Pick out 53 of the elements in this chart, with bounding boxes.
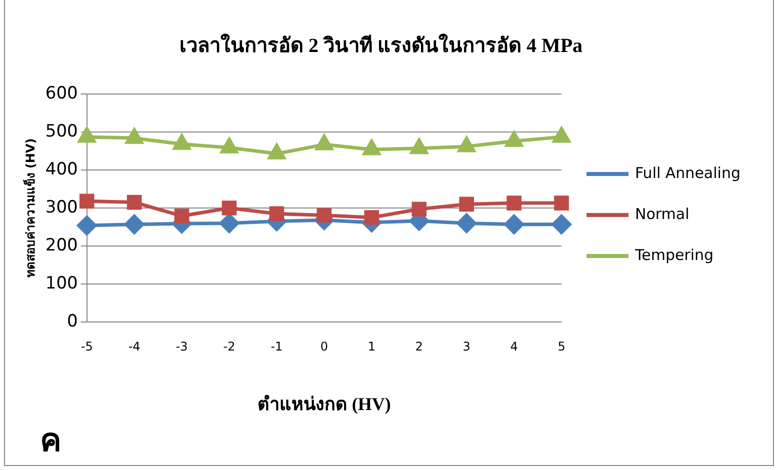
x-tick-label: 3 bbox=[462, 339, 470, 354]
point bbox=[504, 214, 524, 234]
point bbox=[456, 213, 476, 233]
y-axis-title: ทดสอบค่าความแข็ง (HV) bbox=[22, 138, 38, 278]
x-axis-title: ตำแหน่งกด (HV) bbox=[257, 394, 391, 414]
point bbox=[554, 196, 569, 210]
point bbox=[552, 127, 570, 143]
point bbox=[552, 214, 572, 234]
point bbox=[315, 134, 333, 150]
x-tick-label: 5 bbox=[558, 339, 566, 354]
x-tick-label: -3 bbox=[176, 339, 188, 354]
point bbox=[79, 194, 94, 209]
point bbox=[126, 128, 143, 144]
point bbox=[77, 216, 97, 236]
point bbox=[316, 208, 332, 223]
x-tick-label: 1 bbox=[368, 339, 376, 354]
y-tick-label: 400 bbox=[45, 159, 78, 180]
x-tick-label: -5 bbox=[80, 339, 93, 354]
x-tick-label: 2 bbox=[415, 339, 423, 354]
y-tick-label: 300 bbox=[45, 197, 78, 218]
legend-label: Normal bbox=[635, 204, 690, 223]
point bbox=[364, 210, 380, 225]
point bbox=[362, 140, 380, 156]
y-tick-label: 0 bbox=[67, 311, 78, 332]
point bbox=[126, 194, 142, 210]
point bbox=[219, 213, 239, 233]
y-tick-label: 600 bbox=[45, 83, 78, 104]
x-tick-label: -4 bbox=[128, 339, 140, 354]
y-tick-label: 200 bbox=[45, 235, 78, 256]
point bbox=[222, 200, 237, 216]
point bbox=[506, 196, 522, 210]
point bbox=[505, 131, 523, 147]
point bbox=[458, 136, 476, 152]
point bbox=[412, 202, 427, 217]
point bbox=[459, 196, 474, 212]
point bbox=[268, 144, 286, 160]
text: ค bbox=[40, 420, 61, 461]
y-tick-label: 100 bbox=[45, 273, 78, 294]
point bbox=[220, 138, 238, 154]
y-tick-label: 500 bbox=[45, 121, 78, 142]
point bbox=[173, 134, 190, 150]
chart-title: เวลาในการอัด 2 วินาที แรงดันในการอัด 4 MPa bbox=[179, 33, 583, 58]
legend-label: Full Annealing bbox=[635, 164, 740, 182]
point bbox=[78, 127, 96, 143]
point bbox=[269, 206, 284, 222]
legend-label: Tempering bbox=[634, 246, 714, 264]
x-tick-label: 4 bbox=[510, 339, 518, 354]
point bbox=[174, 208, 190, 224]
x-tick-label: -2 bbox=[223, 339, 236, 354]
x-tick-label: -1 bbox=[270, 339, 283, 354]
x-tick-label: 0 bbox=[320, 339, 328, 354]
point bbox=[410, 138, 428, 154]
point bbox=[124, 214, 144, 234]
